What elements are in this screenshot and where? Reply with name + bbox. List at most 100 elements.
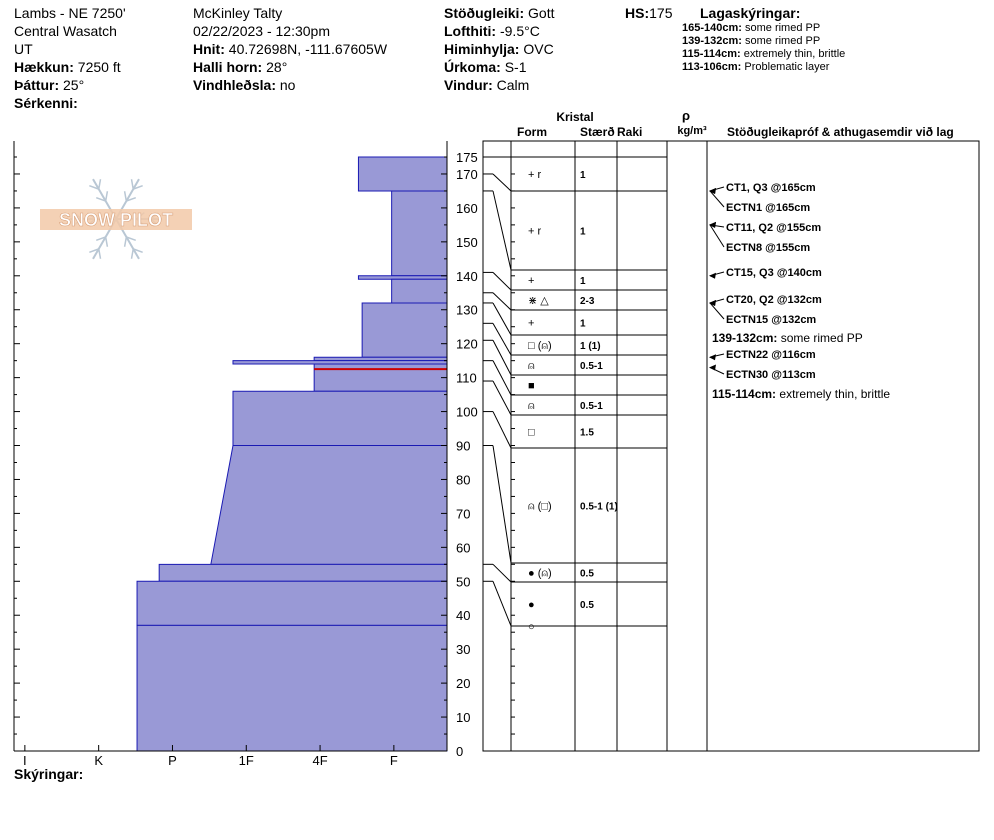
sky-label: Himinhylja: — [444, 41, 520, 57]
snowflake-branch — [130, 248, 134, 259]
snowpilot-logo — [40, 178, 192, 260]
depth-connector — [492, 380, 512, 416]
snowflake-branch — [126, 196, 137, 202]
snowflake-branch — [104, 191, 109, 202]
grain-form-symbol: ⋇ △ — [528, 295, 549, 307]
snowflake-branch — [98, 248, 102, 259]
region-name: Central Wasatch — [14, 23, 117, 39]
hardness-tick-label: K — [94, 753, 103, 768]
hardness-layer — [313, 356, 448, 362]
grain-size-value: 0.5 — [580, 569, 594, 580]
layer-comment: 139-132cm: some rimed PP — [712, 331, 863, 345]
grain-size-value: 0.5-1 — [580, 361, 603, 372]
hs-label: HS: — [625, 5, 650, 21]
grain-form-symbol: ○ — [528, 621, 535, 633]
hs-value: 175 — [649, 5, 673, 21]
aspect-label: Þáttur: — [14, 77, 60, 93]
test-arrow-line — [709, 224, 725, 248]
grain-form-symbol: ● (⍝) — [528, 568, 552, 580]
stability-test-label: ECTN22 @116cm — [726, 349, 816, 361]
elevation-label: Hækkun: — [14, 59, 74, 75]
layer-comment: 115-114cm: extremely thin, brittle — [712, 387, 890, 401]
snowflake-branch — [123, 191, 128, 202]
layer-note-text: some rimed PP — [741, 35, 821, 47]
hardness-layer — [357, 275, 448, 280]
density-unit: kg/m³ — [677, 125, 707, 137]
wind-value: Calm — [496, 77, 530, 93]
hardness-tick-label: F — [390, 753, 398, 768]
coords-row: Hnit: 40.72698N, -111.67605W — [193, 40, 387, 58]
grain-form-symbol: + r — [528, 226, 541, 238]
header-observer-block: McKinley Talty 02/22/2023 - 12:30pm Hnit… — [193, 4, 387, 94]
depth-connector — [492, 173, 512, 192]
test-arrow-line — [709, 190, 725, 208]
wind-row: Vindur: Calm — [444, 76, 554, 94]
hardness-tick-label: P — [168, 753, 177, 768]
stability-label: Stöðugleiki: — [444, 5, 525, 21]
layer-notes-block: Lagaskýringar: 165-140cm: some rimed PP 1… — [682, 4, 845, 74]
depth-connector — [492, 411, 512, 449]
grain-size-value: 1.5 — [580, 428, 594, 439]
aspect-row: Þáttur: 25° — [14, 76, 126, 94]
depth-tick-label: 80 — [456, 472, 470, 487]
precip-row: Úrkoma: S-1 — [444, 58, 554, 76]
stability-row: Stöðugleiki: Gott — [444, 4, 554, 22]
observation-datetime: 02/22/2023 - 12:30pm — [193, 23, 330, 39]
snowflake-branch — [95, 196, 106, 202]
depth-connector — [492, 563, 512, 583]
depth-connector — [492, 581, 512, 627]
hardness-layer — [210, 445, 448, 565]
location-name: Lambs - NE 7250' — [14, 5, 126, 21]
layer-note-range: 165-140cm: — [682, 22, 742, 34]
depth-connector — [492, 445, 512, 564]
depth-connector — [492, 272, 512, 291]
layer-notes-list: 165-140cm: some rimed PP 139-132cm: some … — [682, 22, 845, 74]
layer-note-range: 115-114cm: — [682, 48, 741, 60]
layer-note-row: 115-114cm: extremely thin, brittle — [682, 48, 845, 61]
test-arrow-head — [709, 354, 716, 361]
elevation-value: 7250 ft — [77, 59, 121, 75]
precip-value: S-1 — [504, 59, 527, 75]
depth-tick-label: 150 — [456, 235, 478, 250]
depth-tick-label: 90 — [456, 439, 470, 454]
stability-test-label: CT20, Q2 @132cm — [726, 294, 822, 306]
hardness-layer — [232, 360, 448, 365]
stability-test-label: CT15, Q3 @140cm — [726, 267, 822, 279]
size-column-header: Stærð — [580, 125, 615, 139]
test-arrow-head — [709, 187, 716, 194]
grain-form-symbol: ■ — [528, 380, 535, 392]
header-conditions-block: Stöðugleiki: Gott Lofthiti: -9.5°C Himin… — [444, 4, 554, 94]
layer-note-row: 113-106cm: Problematic layer — [682, 61, 845, 74]
test-arrow-head — [709, 364, 716, 371]
features-label: Sérkenni: — [14, 95, 78, 111]
snowflake-branch — [130, 179, 134, 190]
depth-connector — [492, 302, 512, 336]
snowflake-branch — [95, 236, 106, 242]
depth-tick-label: 160 — [456, 201, 478, 216]
layer-note-range: 113-106cm: — [682, 61, 742, 73]
hs-block: HS:175 — [625, 4, 672, 22]
sky-value: OVC — [523, 41, 554, 57]
stability-test-label: ECTN30 @113cm — [726, 369, 816, 381]
grain-size-value: 0.5-1 (1) — [580, 502, 618, 513]
grain-form-symbol: ● — [528, 599, 535, 611]
depth-tick-label: 140 — [456, 269, 478, 284]
snowflake-branch — [123, 236, 128, 247]
moisture-column-header: Raki — [617, 125, 642, 139]
hardness-layer — [158, 563, 448, 582]
grain-form-symbol: ⍝ — [528, 400, 535, 412]
hardness-layer — [232, 390, 448, 447]
sky-row: Himinhylja: OVC — [444, 40, 554, 58]
hardness-layer — [391, 190, 448, 277]
aspect-value: 25° — [63, 77, 85, 93]
form-column-header: Form — [517, 125, 547, 139]
density-symbol: ρ — [682, 108, 690, 123]
observer-name: McKinley Talty — [193, 5, 283, 21]
depth-tick-label: 40 — [456, 608, 470, 623]
snowflake-branch — [104, 236, 109, 247]
wind-loading-label: Vindhleðsla: — [193, 77, 276, 93]
stability-test-label: ECTN1 @165cm — [726, 202, 810, 214]
depth-tick-label: 120 — [456, 337, 478, 352]
grain-size-value: 1 — [580, 170, 586, 181]
stability-test-label: ECTN8 @155cm — [726, 242, 810, 254]
